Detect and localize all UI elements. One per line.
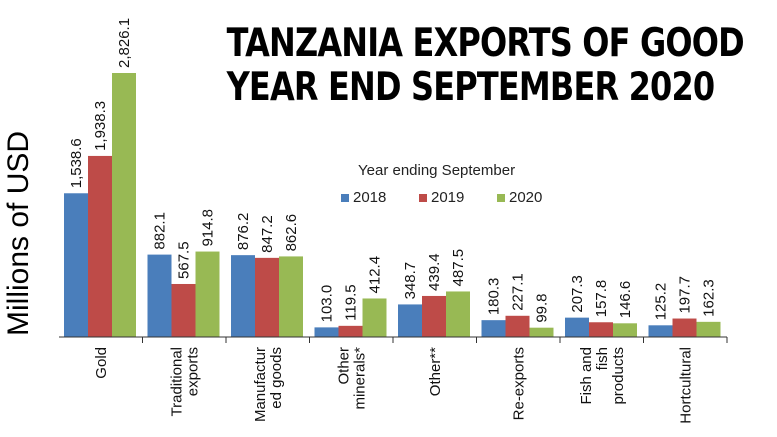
chart-title: TANZANIA EXPORTS OF GOOD YEAR END SEPTEM… [226,21,745,110]
chart-title-line-1: TANZANIA EXPORTS OF GOOD [226,21,745,66]
data-label-2018-4: 348.7 [402,262,419,300]
x-tick-label-6-1: fish [594,347,611,370]
data-label-2018-2: 876.2 [235,213,252,251]
bar-2019-1 [171,283,196,337]
data-label-2019-4: 439.4 [426,253,443,291]
data-label-2019-2: 847.2 [259,215,276,253]
x-tick-label-2-1: ed goods [268,347,285,409]
data-label-2018-3: 103.0 [319,285,336,323]
data-label-2020-4: 487.5 [450,249,467,287]
bar-2018-1 [147,254,172,337]
x-tick-label-1-1: exports [184,347,201,396]
bar-2020-6 [613,323,637,337]
bar-2019-4 [422,295,446,337]
data-label-2018-6: 207.3 [569,275,586,313]
data-label-2020-1: 914.8 [200,209,217,247]
data-label-2018-0: 1,538.6 [68,138,85,188]
x-tick-label-6-0: Fish and [578,347,595,405]
legend-item-2019: 2019 [419,189,497,206]
bar-2018-2 [231,255,255,337]
data-label-2020-5: 99.8 [534,293,551,322]
data-label-2018-5: 180.3 [486,278,503,316]
x-tick-label-6-2: products [610,347,627,405]
data-label-2020-6: 146.6 [617,281,634,319]
data-label-2019-3: 119.5 [343,284,360,320]
chart-title-line-2: YEAR END SEPTEMBER 2020 [226,65,716,110]
x-tick-label-7-0: Hortcultural [677,347,694,424]
bar-2020-4 [446,291,470,337]
data-label-2018-1: 882.1 [152,212,169,250]
x-tick-label-0-0: Gold [93,347,110,379]
legend-swatch-2019 [419,193,427,202]
bar-2020-2 [279,256,303,337]
legend-item-2018: 2018 [341,189,419,206]
data-label-2019-1: 567.5 [176,241,193,279]
legend-item-2020: 2020 [497,189,575,206]
bar-2019-5 [505,315,530,337]
bar-2019-3 [338,325,363,337]
x-tick-label-3-0: Other [335,347,352,385]
x-tick-label-4-0: Other** [427,347,444,396]
bar-2019-7 [672,318,697,337]
legend-swatch-2018 [341,193,349,202]
legend: 2018 2019 2020 [341,189,575,206]
legend-label-2018: 2018 [353,189,387,206]
bar-2018-6 [565,317,589,337]
data-label-2020-3: 412.4 [367,256,384,294]
bar-2018-3 [314,327,339,337]
legend-label-2019: 2019 [431,189,465,206]
legend-swatch-2020 [497,193,505,202]
bar-2019-0 [88,155,112,337]
bar-2018-7 [648,325,673,337]
y-axis-label: Millions of USD [2,130,35,336]
bar-2020-5 [529,327,554,337]
bar-2020-7 [696,321,721,337]
x-tick-label-1-0: Traditional [168,347,185,416]
legend-label-2020: 2020 [509,189,543,206]
bar-2019-2 [255,257,279,337]
x-tick-label-2-0: Manufactur [252,347,269,422]
x-tick-label-5-0: Re-exports [510,347,527,420]
data-label-2019-6: 157.8 [593,280,610,318]
data-label-2020-0: 2,826.1 [116,18,133,68]
bar-2018-4 [398,304,422,337]
legend-title: Year ending September [358,162,516,179]
bar-2020-3 [362,298,387,337]
bar-2019-6 [589,322,613,337]
x-tick-label-3-1: minerals* [351,347,368,410]
data-label-2020-2: 862.6 [283,214,300,252]
data-label-2018-7: 125.2 [653,283,670,321]
bar-2018-0 [64,193,88,337]
data-label-2020-7: 162.3 [701,279,718,317]
bar-2020-1 [195,251,220,337]
data-label-2019-5: 227.1 [510,273,527,311]
data-label-2019-7: 197.7 [677,276,694,314]
data-label-2019-0: 1,938.3 [92,101,109,151]
bar-2020-0 [112,73,136,337]
bar-2018-5 [481,320,506,337]
